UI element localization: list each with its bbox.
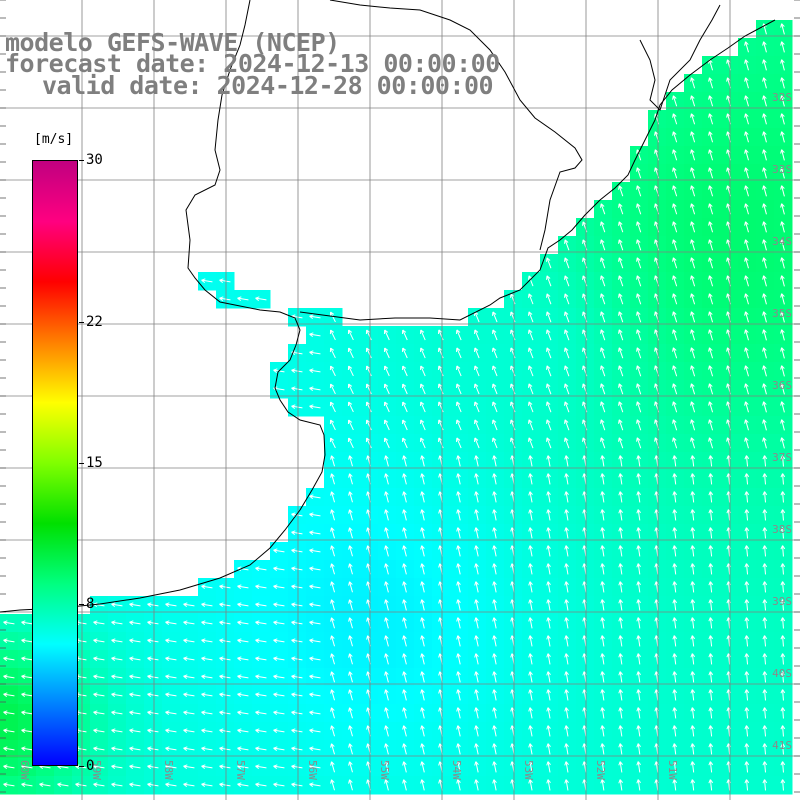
wind-arrow	[690, 149, 696, 161]
longitude-label: 56W	[306, 760, 319, 780]
wind-arrow	[744, 131, 749, 143]
wind-arrow	[762, 59, 767, 71]
wind-arrow	[690, 131, 696, 143]
wind-arrow	[780, 131, 785, 143]
latitude-label: 33S	[772, 163, 792, 176]
wind-arrow	[744, 59, 749, 71]
wind-arrow	[780, 113, 785, 125]
latitude-label: 34S	[772, 235, 792, 248]
longitude-label: 52W	[594, 760, 607, 780]
wind-arrow	[672, 113, 678, 125]
wind-arrow	[780, 77, 785, 89]
wind-arrow	[744, 95, 749, 107]
wind-arrow	[690, 113, 696, 125]
colorbar-tick-mark	[79, 160, 84, 161]
longitude-label: 58W	[162, 760, 175, 780]
colorbar-tick-mark	[79, 766, 84, 767]
wind-arrow	[708, 131, 714, 143]
wind-arrow	[690, 77, 696, 89]
wind-arrow	[708, 95, 714, 107]
wind-arrow	[780, 41, 785, 53]
wind-arrow	[672, 95, 678, 107]
longitude-label: 55W	[378, 760, 391, 780]
wind-arrow	[762, 41, 767, 53]
latitude-label: 40S	[772, 667, 792, 680]
title-valid-date: valid date: 2024-12-28 00:00:00	[42, 71, 494, 100]
longitude-label: 60W	[18, 760, 31, 780]
wind-arrow	[762, 77, 767, 89]
wind-arrow	[708, 113, 714, 125]
wind-arrow	[780, 149, 785, 161]
longitude-label: 57W	[234, 760, 247, 780]
colorbar-tick-mark	[79, 321, 84, 323]
wind-arrow	[708, 77, 714, 89]
wind-arrow	[744, 41, 749, 53]
colorbar-tick-label: 0	[86, 758, 95, 774]
wind-arrow	[762, 131, 767, 143]
wind-arrow	[780, 95, 785, 107]
latitude-label: 38S	[772, 523, 792, 536]
wind-arrow	[708, 149, 714, 161]
colorbar-tick-label: 8	[86, 596, 95, 613]
longitude-label: 53W	[522, 760, 535, 780]
colorbar	[32, 160, 78, 766]
colorbar-tick-mark	[79, 463, 84, 464]
wind-arrow	[762, 95, 767, 107]
wind-arrow	[744, 77, 749, 89]
wind-arrow	[780, 59, 785, 71]
wind-arrow	[762, 113, 767, 125]
wind-arrow	[690, 95, 696, 107]
wind-arrow	[636, 149, 642, 161]
wind-arrow	[672, 149, 678, 161]
latitude-label: 36S	[772, 379, 792, 392]
colorbar-tick-label: 22	[86, 313, 103, 330]
colorbar-tick-mark	[79, 604, 84, 606]
latitude-label: 35S	[772, 307, 792, 320]
latitude-label: 41S	[772, 739, 792, 752]
longitude-label: 51W	[666, 760, 679, 780]
longitude-label: 54W	[450, 760, 463, 780]
latitude-label: 32S	[772, 91, 792, 104]
wind-arrow	[636, 167, 642, 179]
colorbar-tick-label: 15	[86, 455, 103, 471]
wind-arrow	[762, 149, 767, 161]
latitude-label: 37S	[772, 451, 792, 464]
wind-arrow	[744, 149, 749, 161]
latitude-label: 39S	[772, 595, 792, 608]
wind-arrow	[744, 113, 749, 125]
colorbar-unit: [m/s]	[34, 132, 74, 147]
colorbar-tick-label: 30	[86, 152, 103, 168]
wind-arrow	[672, 131, 678, 143]
wind-arrow	[780, 23, 785, 35]
